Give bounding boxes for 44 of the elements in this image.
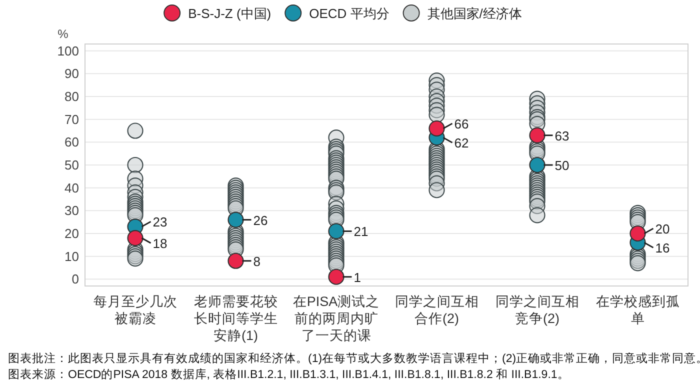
point bbox=[529, 156, 546, 174]
data-label: 66 bbox=[454, 116, 469, 132]
y-tick-label: 30 bbox=[64, 203, 79, 218]
legend-label: OECD 平均分 bbox=[309, 6, 390, 21]
data-label: 63 bbox=[554, 128, 570, 144]
x-tick-label: 在学校感到孤单 bbox=[596, 294, 680, 326]
x-tick-label: 在PISA测试之前的两周内旷了一天的课 bbox=[292, 294, 380, 343]
point bbox=[529, 127, 546, 144]
y-tick-label: 50 bbox=[64, 158, 79, 172]
x-tick-label: 同学之间互相合作(2) bbox=[394, 294, 479, 326]
point bbox=[127, 230, 144, 246]
x-tick-label: 老师需要花较长时间等学生安静(1) bbox=[194, 294, 278, 343]
point bbox=[328, 268, 344, 285]
y-tick-label: 60 bbox=[64, 134, 79, 150]
data-label: 16 bbox=[655, 240, 670, 256]
y-tick-label: 90 bbox=[64, 66, 79, 82]
data-label: 20 bbox=[655, 221, 670, 236]
y-tick-label: 80 bbox=[64, 89, 79, 104]
y-tick-label: 70 bbox=[64, 112, 79, 127]
point bbox=[328, 223, 344, 240]
data-label: 18 bbox=[152, 236, 168, 252]
data-label: 21 bbox=[354, 224, 368, 240]
y-axis-title: % bbox=[58, 27, 69, 41]
text: 图表来源：OECD的PISA 2018 数据库, 表格III.B1.2.1, III.B1.3.1, III.B1.4.1, III.B1.8.1, III.B1.8.2 和 III.B1.9.1。 bbox=[8, 367, 570, 381]
data-label: 26 bbox=[253, 212, 268, 228]
point bbox=[228, 212, 244, 228]
y-tick-label: 20 bbox=[64, 226, 79, 241]
point bbox=[630, 225, 646, 242]
point bbox=[228, 252, 244, 269]
x-tick-label: 同学之间互相竞争(2) bbox=[495, 294, 580, 326]
text: 图表批注：此图表只显示具有有效成绩的国家和经济体。(1)在每节或大多数教学语言课程中；(2)正确或非常正确，同意或非常同意。 bbox=[8, 351, 700, 365]
data-label: 62 bbox=[454, 136, 469, 151]
legend-label: 其他国家/经济体 bbox=[427, 6, 522, 21]
y-tick-label: 40 bbox=[64, 180, 79, 196]
y-tick-label: 100 bbox=[57, 43, 79, 58]
y-tick-label: 10 bbox=[64, 248, 79, 264]
legend-label: B-S-J-Z (中国) bbox=[188, 6, 272, 21]
point bbox=[428, 120, 445, 137]
y-tick-label: 0 bbox=[72, 272, 79, 287]
data-label: 8 bbox=[253, 254, 260, 269]
data-label: 23 bbox=[152, 214, 168, 230]
x-tick-label: 每月至少几次被霸凌 bbox=[93, 294, 178, 326]
data-label: 1 bbox=[354, 270, 361, 285]
data-label: 50 bbox=[554, 158, 570, 173]
